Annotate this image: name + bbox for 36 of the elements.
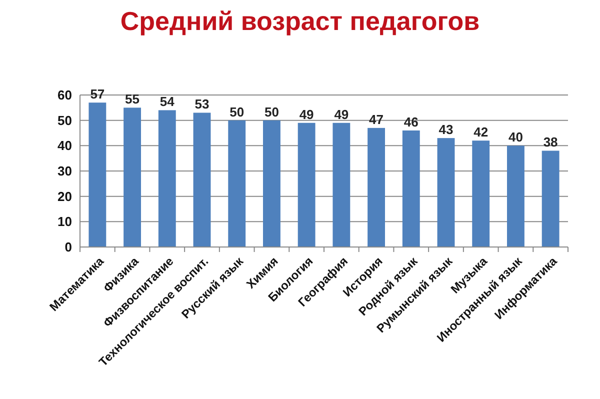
bar [263,120,280,247]
bar [368,128,385,247]
bar [542,150,560,247]
data-label: 40 [508,130,523,145]
data-label: 38 [543,134,558,150]
data-label: 54 [160,94,176,110]
bar [124,108,141,247]
bar [158,110,176,247]
data-label: 43 [438,122,454,138]
bar [298,122,316,247]
data-label: 55 [125,92,140,107]
data-label: 50 [230,104,244,120]
y-tick-label: 30 [58,164,72,179]
data-label: 49 [334,106,349,122]
bar [332,122,350,247]
data-label: 57 [90,86,105,102]
data-label: 42 [474,124,488,140]
data-label: 49 [299,106,314,122]
bar [507,146,524,247]
data-label: 47 [369,112,384,127]
y-tick-label: 20 [58,188,72,204]
chart-title: Средний возраст педагогов [120,6,480,36]
y-tick-label: 10 [58,214,72,230]
data-label: 53 [194,96,210,112]
bar [402,130,420,247]
y-tick-label: 50 [58,112,72,128]
data-label: 50 [264,104,279,120]
bar [437,138,455,247]
bar [193,112,211,247]
y-tick-label: 60 [58,88,72,103]
data-label: 46 [404,114,418,130]
y-tick-label: 0 [64,240,72,255]
bar [88,102,106,247]
y-tick-label: 40 [58,138,72,154]
bar [472,140,490,247]
bar [228,120,246,247]
